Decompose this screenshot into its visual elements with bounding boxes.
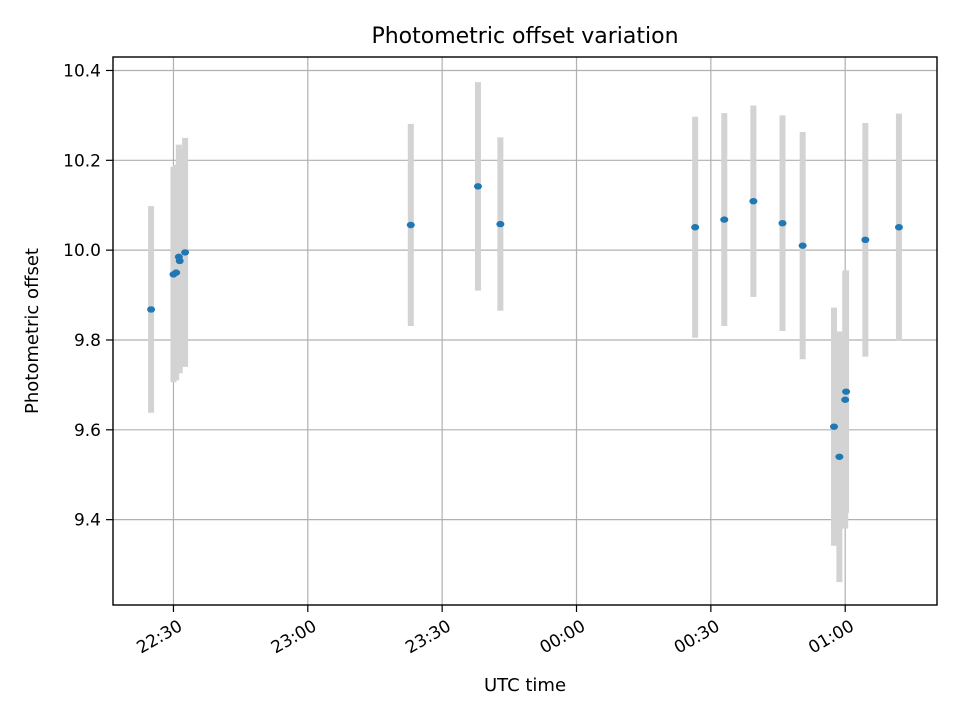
data-point — [147, 306, 156, 313]
chart-title: Photometric offset variation — [371, 24, 678, 49]
x-axis-label: UTC time — [484, 675, 566, 696]
data-point — [172, 269, 181, 276]
data-points — [147, 183, 903, 460]
y-tick-label: 9.6 — [74, 421, 101, 441]
data-point — [720, 216, 729, 223]
data-point — [830, 423, 838, 430]
y-tick-label: 10.2 — [63, 151, 101, 171]
data-point — [749, 197, 758, 205]
y-tick-label: 10.4 — [63, 61, 101, 81]
data-point — [841, 396, 850, 403]
data-point — [175, 257, 184, 265]
data-point — [691, 224, 700, 231]
y-tick-label: 9.8 — [74, 331, 101, 351]
data-point — [473, 183, 482, 190]
plot-frame — [112, 56, 938, 606]
data-point — [835, 453, 844, 460]
y-axis-label: Photometric offset — [22, 248, 43, 414]
y-tick-label: 9.4 — [74, 511, 101, 531]
data-point — [181, 249, 190, 256]
data-point — [778, 219, 787, 227]
data-point — [406, 221, 415, 229]
y-tick-label: 10.0 — [63, 241, 101, 261]
data-point — [798, 242, 807, 249]
data-point — [496, 220, 505, 228]
data-point — [842, 388, 851, 395]
data-point — [894, 224, 903, 231]
data-point — [861, 236, 870, 244]
